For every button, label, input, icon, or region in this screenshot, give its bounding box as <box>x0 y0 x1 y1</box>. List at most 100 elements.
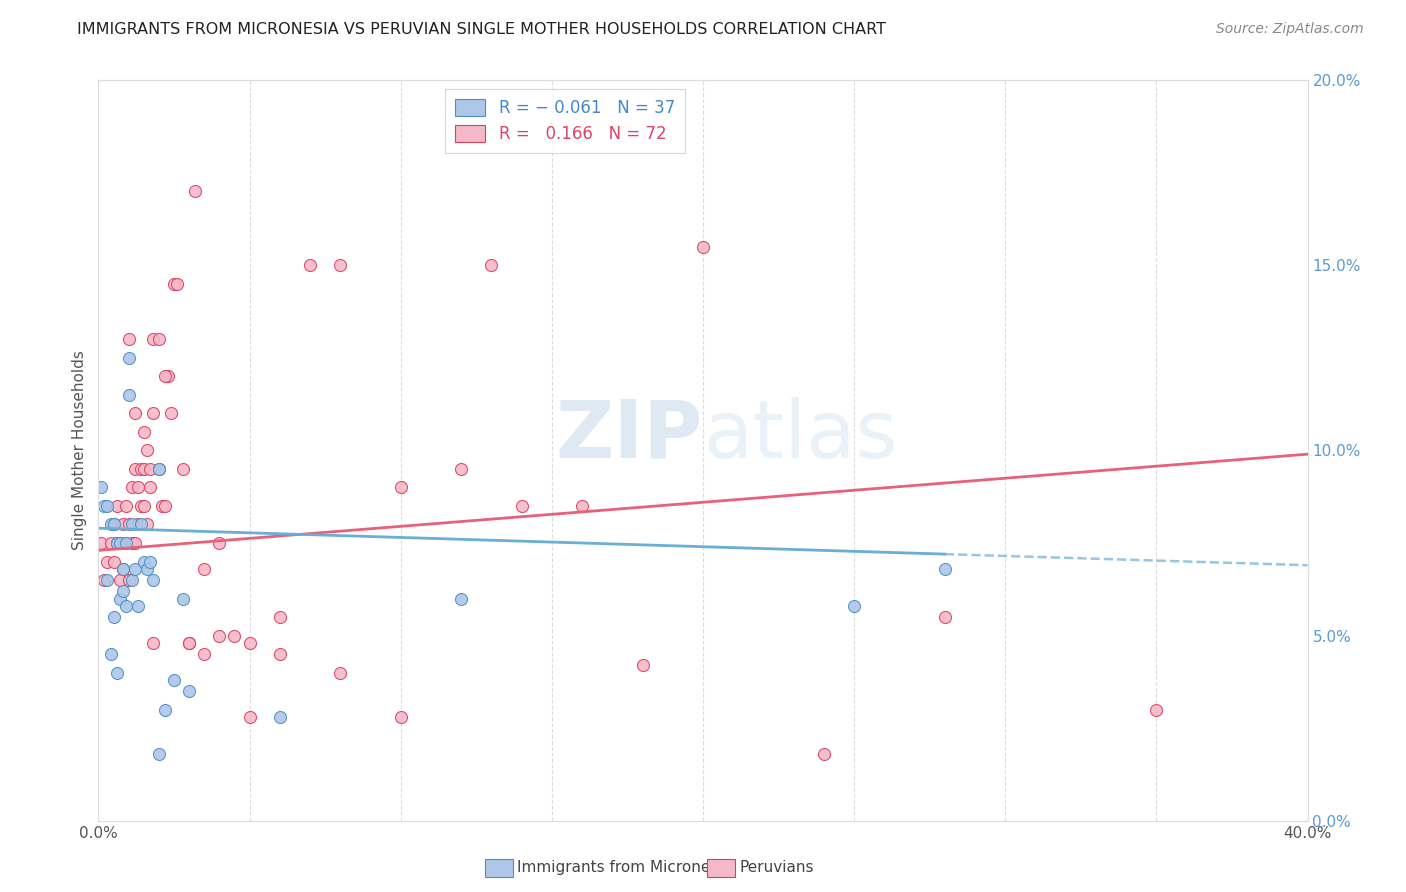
Point <box>148 462 170 476</box>
Point <box>124 462 146 476</box>
Point <box>510 499 533 513</box>
Point <box>111 562 134 576</box>
Point <box>127 599 149 613</box>
Point <box>127 517 149 532</box>
Point <box>132 554 155 569</box>
Point <box>100 517 122 532</box>
Point <box>121 517 143 532</box>
Point <box>239 710 262 724</box>
Point <box>103 554 125 569</box>
Point <box>121 481 143 495</box>
Point <box>96 499 118 513</box>
Point <box>179 636 201 650</box>
Point <box>118 388 141 402</box>
Point <box>142 636 165 650</box>
Point <box>269 710 291 724</box>
Point <box>224 628 246 642</box>
Point <box>153 369 176 384</box>
Point <box>156 369 179 384</box>
Point <box>114 536 136 550</box>
Point <box>96 573 118 587</box>
Point <box>124 536 146 550</box>
Point <box>813 747 835 761</box>
Point <box>96 554 118 569</box>
Point <box>631 658 654 673</box>
Point <box>111 562 134 576</box>
Point <box>184 184 207 198</box>
Point <box>132 425 155 439</box>
Point <box>100 536 122 550</box>
Point <box>114 599 136 613</box>
Point <box>269 610 291 624</box>
Point <box>93 499 115 513</box>
Point <box>129 499 152 513</box>
Text: Peruvians: Peruvians <box>740 861 814 875</box>
Point <box>108 573 131 587</box>
Point <box>124 562 146 576</box>
Text: IMMIGRANTS FROM MICRONESIA VS PERUVIAN SINGLE MOTHER HOUSEHOLDS CORRELATION CHAR: IMMIGRANTS FROM MICRONESIA VS PERUVIAN S… <box>77 22 886 37</box>
Point <box>124 407 146 421</box>
Point <box>103 610 125 624</box>
Point <box>127 481 149 495</box>
Point <box>329 665 352 680</box>
Point <box>121 573 143 587</box>
Point <box>148 747 170 761</box>
Point <box>163 673 186 687</box>
Text: ZIP: ZIP <box>555 397 703 475</box>
Point <box>111 517 134 532</box>
Point <box>934 610 956 624</box>
Point <box>153 703 176 717</box>
Point <box>90 536 112 550</box>
Point <box>193 562 215 576</box>
Point <box>450 591 472 606</box>
Y-axis label: Single Mother Households: Single Mother Households <box>72 351 87 550</box>
Point <box>103 517 125 532</box>
Point <box>105 665 128 680</box>
Point <box>103 517 125 532</box>
Point <box>108 536 131 550</box>
Text: atlas: atlas <box>703 397 897 475</box>
Point <box>153 499 176 513</box>
Point <box>129 462 152 476</box>
Point <box>135 517 157 532</box>
Point <box>172 462 194 476</box>
Point <box>114 536 136 550</box>
Point <box>118 332 141 346</box>
Point <box>139 481 162 495</box>
Point <box>118 517 141 532</box>
Point <box>132 462 155 476</box>
Point <box>389 481 412 495</box>
Point <box>121 536 143 550</box>
Point <box>389 710 412 724</box>
Point <box>179 684 201 698</box>
Point <box>208 536 231 550</box>
Point <box>163 277 186 291</box>
Point <box>142 332 165 346</box>
Point <box>269 647 291 661</box>
Point <box>571 499 593 513</box>
Point <box>844 599 866 613</box>
Point <box>329 259 352 273</box>
Point <box>179 636 201 650</box>
Legend: R = − 0.061   N = 37, R =   0.166   N = 72: R = − 0.061 N = 37, R = 0.166 N = 72 <box>446 88 685 153</box>
Point <box>934 562 956 576</box>
Point <box>100 647 122 661</box>
Point <box>118 351 141 365</box>
Point <box>166 277 188 291</box>
Point <box>142 573 165 587</box>
Point <box>142 407 165 421</box>
Point <box>135 562 157 576</box>
Point <box>93 573 115 587</box>
Point <box>105 499 128 513</box>
Point <box>150 499 173 513</box>
Point <box>105 536 128 550</box>
Point <box>90 481 112 495</box>
Point <box>129 517 152 532</box>
Point <box>118 573 141 587</box>
Point <box>450 462 472 476</box>
Point <box>105 536 128 550</box>
Point <box>148 332 170 346</box>
Point <box>692 240 714 254</box>
Point <box>108 591 131 606</box>
Point <box>139 554 162 569</box>
